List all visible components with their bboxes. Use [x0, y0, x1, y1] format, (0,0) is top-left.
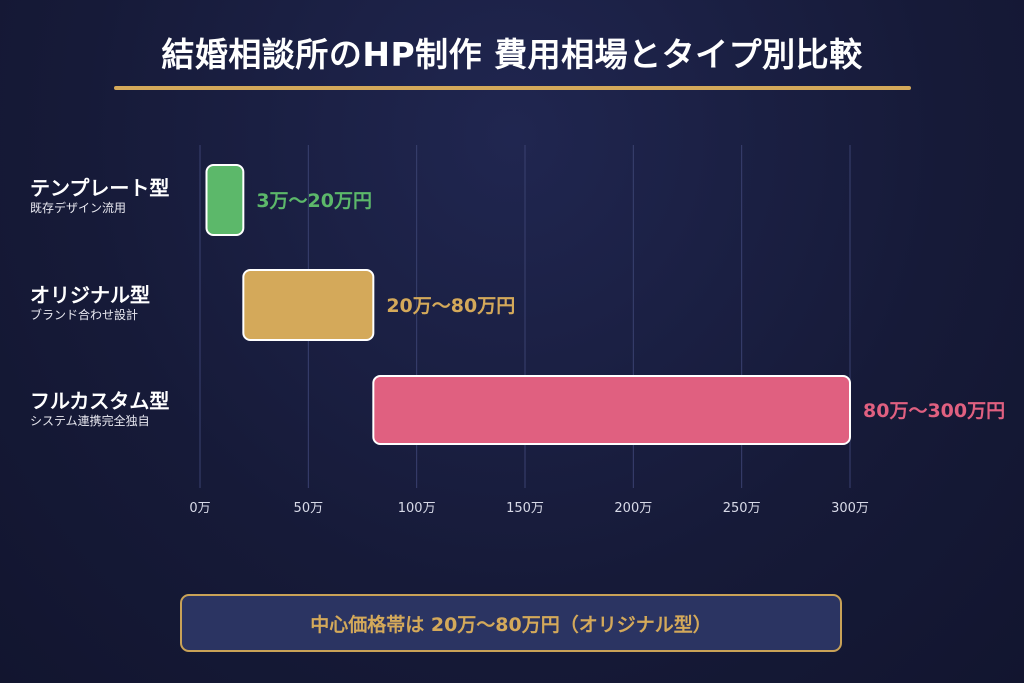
- range-bar: [372, 375, 851, 445]
- bar-value-label: 3万〜20万円: [256, 190, 372, 212]
- bar-value-label: 20万〜80万円: [386, 295, 515, 317]
- x-tick-label: 200万: [614, 501, 652, 516]
- category-name: オリジナル型: [30, 283, 150, 307]
- x-tick-label: 50万: [294, 501, 324, 516]
- chart-title: 結婚相談所のHP制作 費用相場とタイプ別比較: [161, 35, 863, 74]
- category-subtitle: 既存デザイン流用: [30, 201, 127, 215]
- range-bar: [242, 269, 375, 341]
- x-tick-label: 300万: [831, 501, 869, 516]
- category-label-fullcustom: フルカスタム型 システム連携完全独自: [30, 389, 169, 429]
- title-underline: [114, 86, 911, 90]
- category-subtitle: ブランド合わせ設計: [30, 308, 139, 322]
- category-subtitle: システム連携完全独自: [30, 414, 150, 428]
- x-tick-label: 250万: [723, 501, 761, 516]
- summary-callout-text: 中心価格帯は 20万〜80万円（オリジナル型）: [310, 613, 712, 636]
- range-bar: [205, 164, 245, 236]
- x-tick-label: 0万: [189, 501, 210, 516]
- category-label-original: オリジナル型 ブランド合わせ設計: [30, 283, 150, 323]
- x-tick-label: 150万: [506, 501, 544, 516]
- bar-value-label: 80万〜300万円: [863, 400, 1005, 422]
- bar-labels: 3万〜20万円 20万〜80万円 80万〜300万円: [256, 190, 1005, 422]
- category-name: フルカスタム型: [30, 389, 170, 413]
- x-tick-label: 100万: [398, 501, 436, 516]
- x-axis-ticks: 0万 50万 100万 150万 200万 250万 300万: [189, 501, 869, 516]
- bars: [205, 164, 851, 445]
- category-name: テンプレート型: [30, 176, 170, 200]
- summary-callout: 中心価格帯は 20万〜80万円（オリジナル型）: [180, 594, 842, 652]
- category-label-template: テンプレート型 既存デザイン流用: [30, 176, 169, 216]
